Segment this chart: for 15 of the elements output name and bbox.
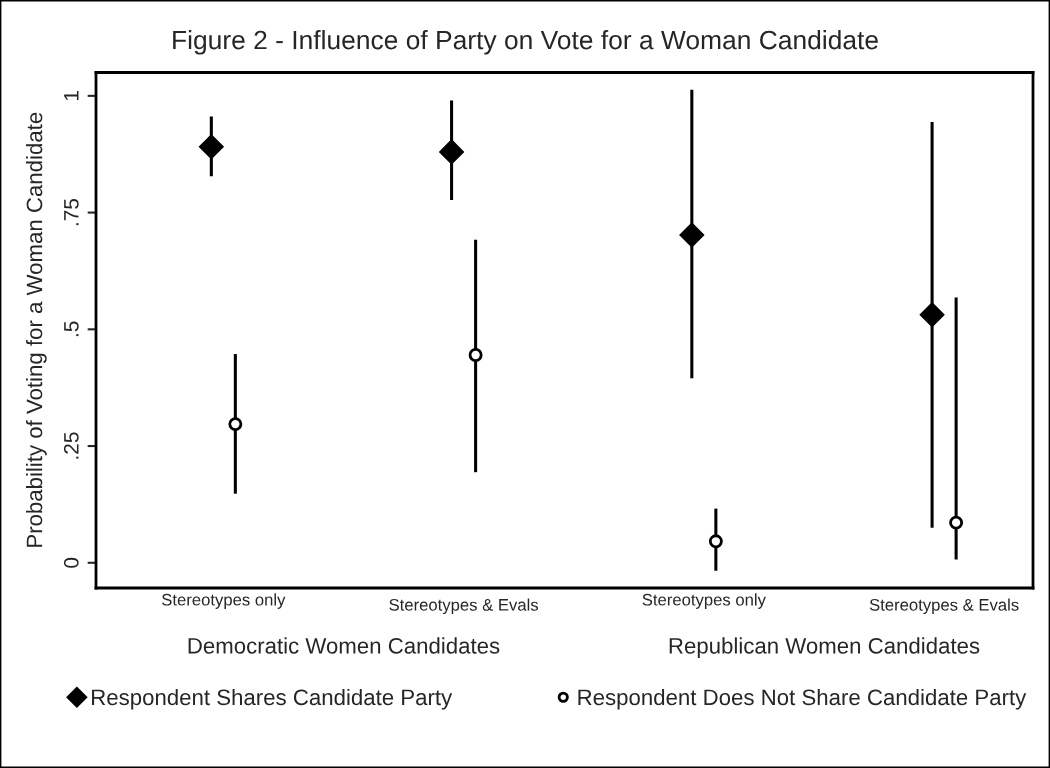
text: Republican Women Candidates (669, 637, 980, 659)
legend-label: Respondent Does Not Share Candidate Party (578, 688, 1027, 710)
text: Democratic Women Candidates (188, 637, 500, 654)
x-tick-label: Stereotypes & Evals (389, 598, 539, 615)
x-tick-label: Stereotypes only (642, 593, 766, 609)
x-tick-label: Stereotypes & Evals (869, 598, 1019, 615)
y-tick-label: 1 (64, 91, 79, 101)
y-tick-label: 0 (63, 557, 79, 568)
legend-label: Respondent Shares Candidate Party (92, 688, 453, 710)
chart-title: Figure 2 - Influence of Party on Vote for a Woman Candidate (173, 30, 878, 55)
y-tick-label: .25 (63, 432, 79, 459)
y-tick-label: .75 (64, 198, 79, 226)
y-axis-title: Probability of Voting for a Woman Candidate (26, 112, 47, 547)
x-tick-label: Stereotypes only (162, 593, 286, 609)
y-tick-label: .5 (64, 321, 79, 337)
